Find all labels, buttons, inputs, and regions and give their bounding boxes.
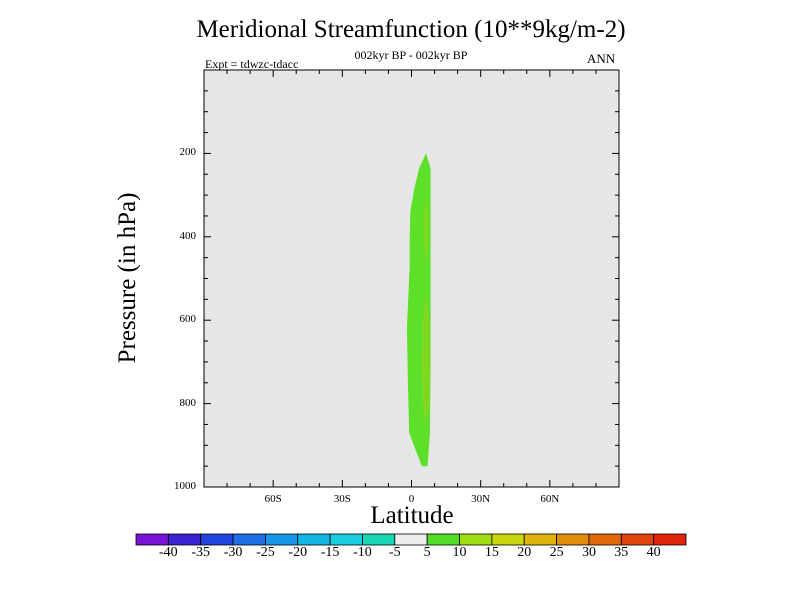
chart-subtitle: 002kyr BP - 002kyr BP — [354, 48, 468, 62]
colorbar-box — [653, 533, 687, 546]
y-tick-label: 400 — [179, 229, 197, 242]
colorbar-box — [265, 533, 299, 546]
colorbar-box — [232, 533, 266, 546]
x-tick-label: 30N — [471, 493, 491, 505]
colorbar-label: -35 — [191, 545, 211, 560]
chart-title: Meridional Streamfunction (10**9kg/m-2) — [196, 16, 626, 43]
colorbar-label: -15 — [320, 545, 340, 560]
y-tick-label: 1000 — [174, 480, 196, 492]
colorbar-box — [620, 533, 655, 546]
colorbar-box — [491, 533, 525, 546]
x-tick-label: 0 — [408, 493, 415, 505]
colorbar-box — [297, 533, 331, 546]
colorbar-label: 30 — [581, 545, 596, 560]
x-axis-label: Latitude — [370, 502, 454, 529]
colorbar-label: -20 — [288, 545, 308, 560]
season-label: ANN — [587, 51, 616, 66]
y-tick-label: 600 — [179, 313, 197, 326]
x-tick-label: 60N — [540, 493, 560, 505]
colorbar-box — [200, 533, 234, 546]
y-tick-label: 200 — [179, 146, 197, 159]
x-tick-label: 60S — [264, 493, 282, 505]
colorbar-label: -40 — [159, 545, 178, 560]
colorbar-box — [523, 533, 557, 546]
colorbar-label: 35 — [614, 545, 629, 560]
x-tick-label: 30S — [333, 493, 351, 505]
experiment-label: Expt = tdwzc-tdacc — [205, 57, 299, 71]
colorbar-box — [459, 533, 493, 546]
colorbar-label: 25 — [549, 545, 564, 560]
colorbar-label: -30 — [223, 545, 243, 560]
colorbar-box — [329, 533, 363, 546]
colorbar-box — [426, 533, 460, 546]
colorbar-label: 20 — [517, 545, 532, 560]
colorbar-label: 5 — [423, 545, 431, 560]
colorbar-box — [588, 533, 622, 546]
colorbar-label: 10 — [452, 545, 467, 560]
contour-region-2 — [421, 295, 430, 425]
colorbar-box — [394, 533, 428, 546]
colorbar-label: 40 — [646, 545, 661, 560]
colorbar-box — [362, 533, 396, 546]
y-tick-label: 800 — [179, 396, 197, 409]
colorbar-box — [135, 533, 169, 546]
colorbar-label: -25 — [256, 545, 275, 560]
colorbar-label: 15 — [484, 545, 499, 560]
colorbar-box — [167, 533, 202, 546]
contour-region-1 — [423, 199, 429, 262]
colorbar-box — [556, 533, 590, 546]
y-axis-label: Pressure (in hPa) — [114, 192, 141, 364]
colorbar-label: -10 — [353, 545, 372, 560]
colorbar-label: -5 — [388, 545, 401, 560]
